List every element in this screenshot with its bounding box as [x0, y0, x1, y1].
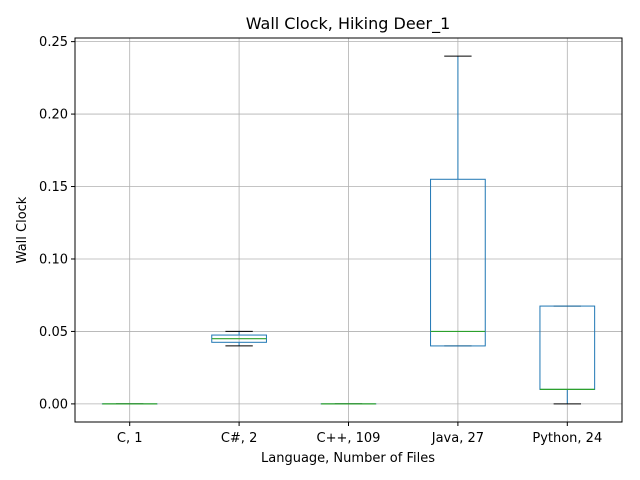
y-axis-label: Wall Clock: [15, 196, 30, 263]
box-4: [430, 55, 486, 347]
y-tick-label: 0.20: [39, 108, 68, 123]
y-tick-label: 0.15: [39, 180, 68, 195]
y-tick-label: 0.10: [39, 252, 68, 267]
y-tick-label: 0.05: [39, 325, 68, 340]
x-tick-label: C, 1: [117, 431, 143, 446]
y-tick-label: 0.25: [39, 35, 68, 50]
x-axis-label: Language, Number of Files: [261, 451, 435, 466]
y-tick-label: 0.00: [39, 397, 68, 412]
box-elements: [101, 55, 596, 405]
box-body: [430, 178, 486, 347]
grid-lines: [75, 38, 622, 422]
x-tick-label: C++, 109: [317, 431, 381, 446]
ticks: 0.00 0.05 0.10 0.15 0.20 0.25 C, 1 C#, 2 C++, 10…: [39, 35, 602, 446]
x-tick-label: Python, 24: [532, 431, 602, 446]
x-tick-label: Java, 27: [431, 431, 484, 446]
box-2: [211, 330, 267, 347]
box-5: [539, 305, 596, 405]
x-tick-label: C#, 2: [221, 431, 258, 446]
chart-title: Wall Clock, Hiking Deer_1: [246, 14, 451, 34]
